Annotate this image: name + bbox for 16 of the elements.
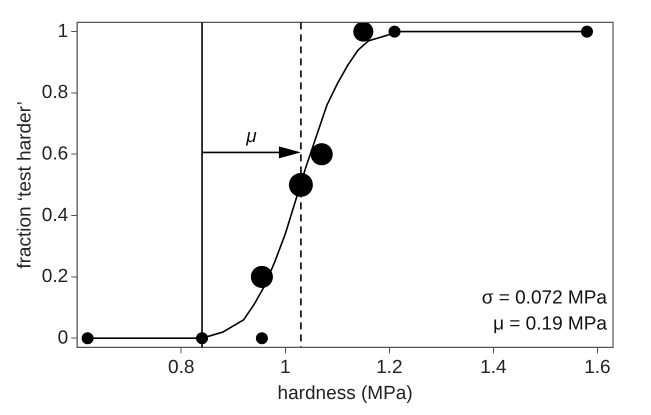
- y-tick-label: 1: [58, 20, 68, 42]
- y-axis-title: fraction ‘test harder’: [14, 101, 36, 269]
- y-tick-label: 0: [58, 327, 68, 348]
- annotation: σ = 0.072 MPa: [482, 287, 608, 308]
- y-tick-label: 0.6: [42, 143, 68, 164]
- x-tick-label: 1: [280, 357, 291, 378]
- x-axis-title: hardness (MPa): [278, 382, 413, 404]
- x-tick-label: 1.6: [584, 357, 611, 378]
- x-tick-label: 1.4: [480, 357, 507, 378]
- annotation: μ: [245, 126, 258, 148]
- x-tick-label: 1.2: [376, 357, 403, 378]
- x-tick-label: 0.8: [168, 357, 194, 378]
- annotation: μ = 0.19 MPa: [493, 313, 608, 334]
- y-tick-label: 0.2: [42, 266, 68, 288]
- y-tick-label: 0.8: [42, 82, 68, 104]
- y-tick-label: 0.4: [42, 204, 69, 226]
